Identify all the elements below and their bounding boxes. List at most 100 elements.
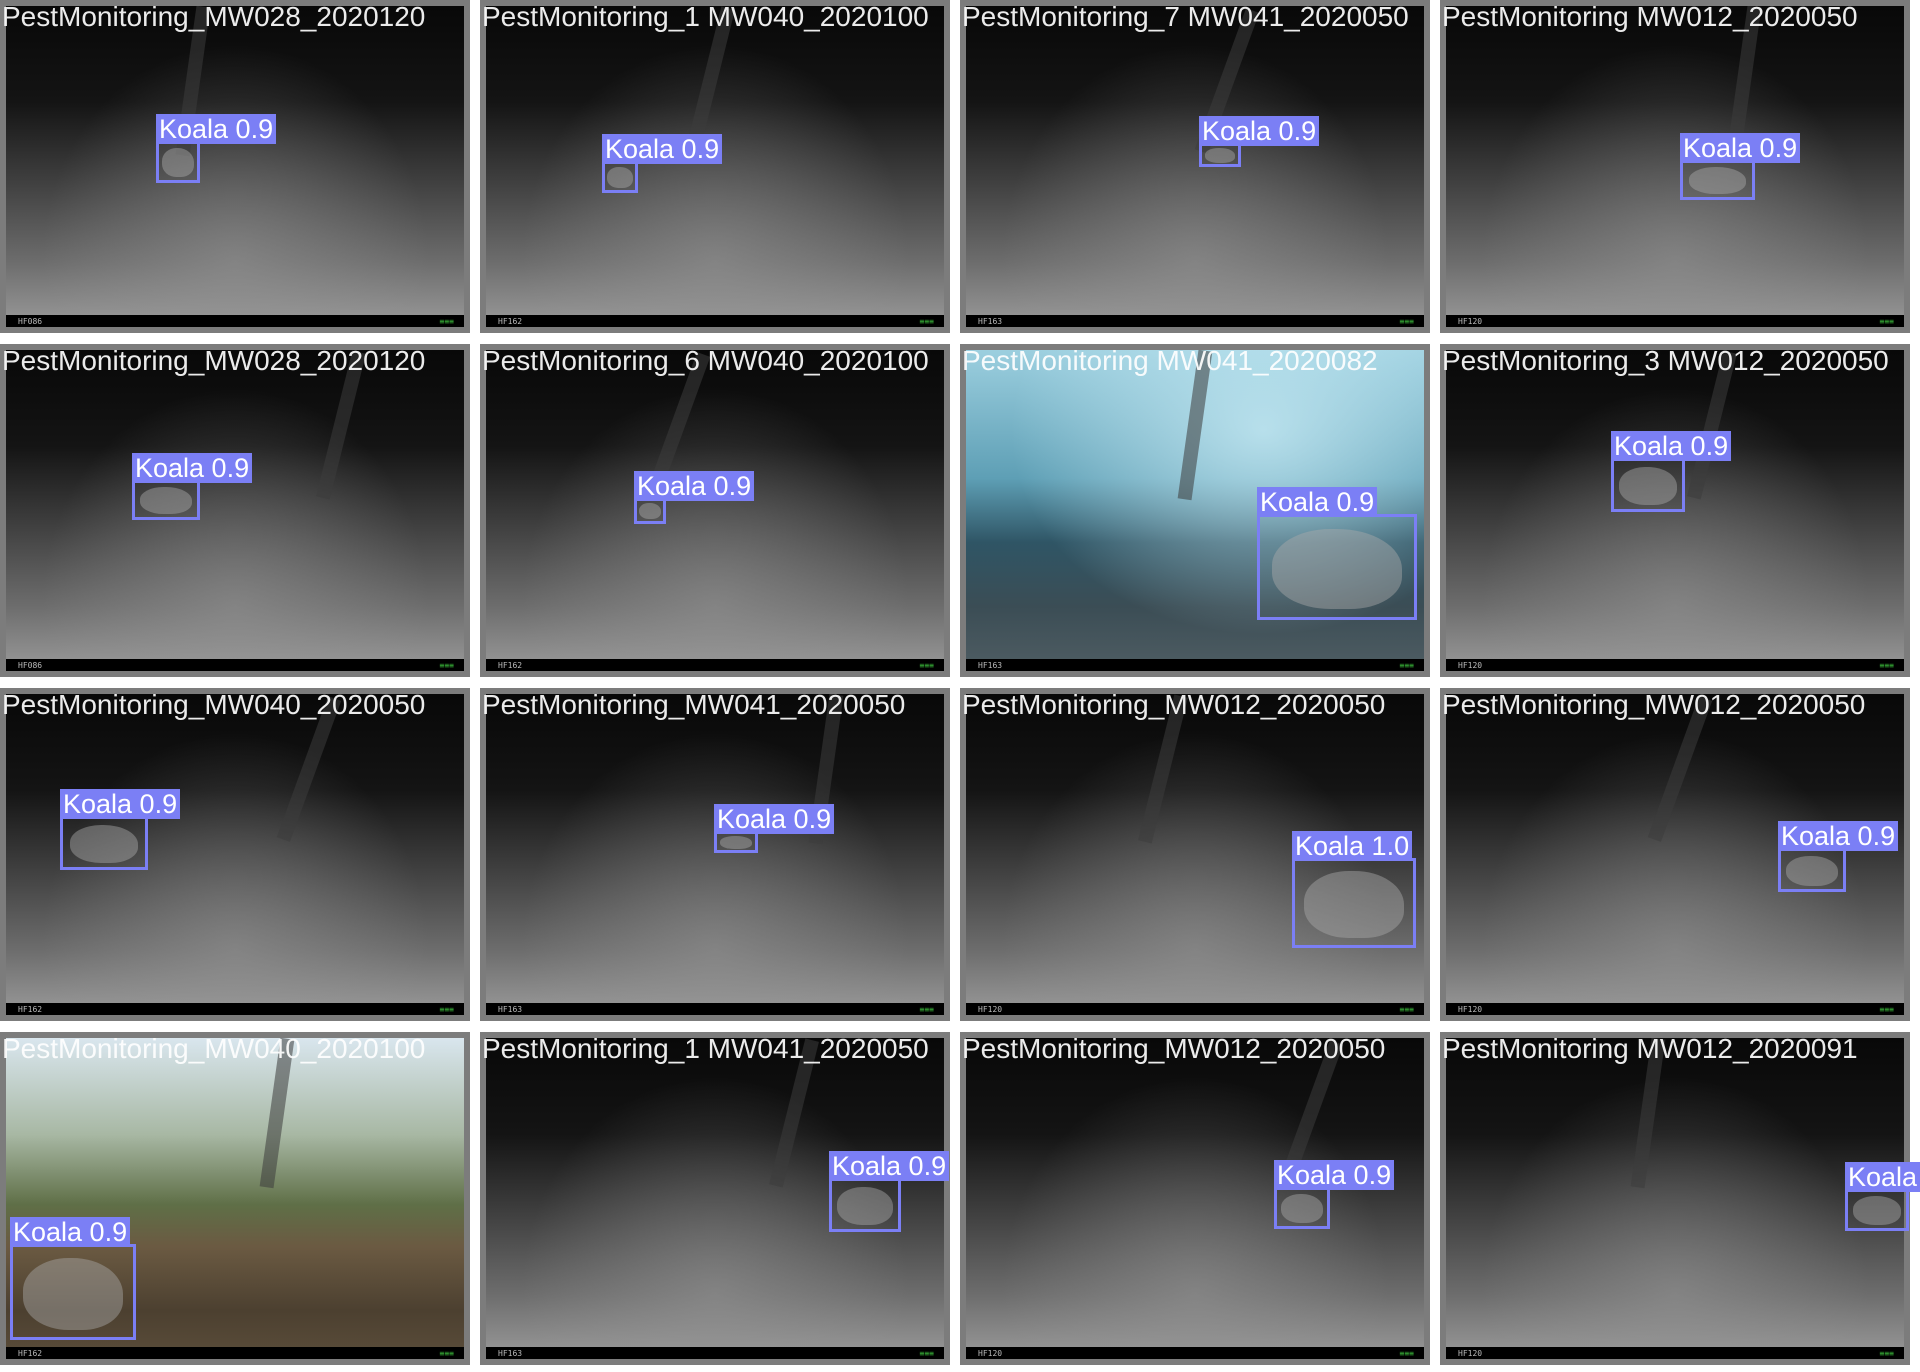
- brand-logo: ≡≡≡: [1879, 1005, 1894, 1014]
- camera-trap-photo: HF120 ≡≡≡: [1446, 6, 1904, 327]
- camera-trap-photo: HF162 ≡≡≡: [486, 350, 944, 671]
- detection-box: Koala 0.9: [156, 114, 277, 183]
- koala-silhouette: [139, 487, 193, 515]
- camera-id: HF120: [978, 1005, 1003, 1014]
- koala-silhouette: [162, 148, 194, 178]
- image-filename: PestMonitoring_MW028_2020120: [2, 1, 426, 32]
- detection-label: Koala 0.9: [1611, 431, 1732, 461]
- camera-trap-photo: HF163 ≡≡≡: [486, 694, 944, 1015]
- detection-label: Koala 0.9: [156, 114, 277, 144]
- koala-silhouette: [837, 1186, 893, 1226]
- info-strip: HF120 ≡≡≡: [1446, 1003, 1904, 1015]
- brand-logo: ≡≡≡: [1399, 317, 1414, 326]
- camera-trap-photo: HF086 ≡≡≡: [6, 6, 464, 327]
- brand-logo: ≡≡≡: [919, 661, 934, 670]
- info-strip: HF163 ≡≡≡: [966, 315, 1424, 327]
- info-strip: HF120 ≡≡≡: [966, 1003, 1424, 1015]
- image-tile: HF163 ≡≡≡ PestMonitoring_7 MW041_2020050 Ko…: [960, 0, 1430, 333]
- brand-logo: ≡≡≡: [1879, 1349, 1894, 1358]
- camera-id: HF162: [18, 1005, 43, 1014]
- image-tile: HF086 ≡≡≡ PestMonitoring_MW028_2020120 Koal…: [0, 0, 470, 333]
- brand-logo: ≡≡≡: [1879, 661, 1894, 670]
- image-filename: PestMonitoring MW041_2020082: [962, 345, 1378, 376]
- brand-logo: ≡≡≡: [1879, 317, 1894, 326]
- image-tile: HF162 ≡≡≡ PestMonitoring_MW040_2020050 Koal…: [0, 688, 470, 1021]
- detection-label: Koala 0.9: [1274, 1160, 1395, 1190]
- koala-silhouette: [22, 1257, 124, 1330]
- camera-id: HF120: [1458, 317, 1483, 326]
- koala-silhouette: [1304, 871, 1404, 939]
- detection-box: Koala 0.9: [1257, 487, 1417, 620]
- detection-label: Koala 0.9: [1257, 487, 1378, 517]
- koala-silhouette: [69, 824, 139, 864]
- camera-trap-photo: HF163 ≡≡≡: [966, 6, 1424, 327]
- detection-label: Koala 0.9: [10, 1217, 131, 1247]
- detection-box: Koala 0.9: [132, 453, 253, 520]
- image-filename: PestMonitoring_MW040_2020050: [2, 689, 426, 720]
- koala-silhouette: [1281, 1194, 1323, 1224]
- koala-silhouette: [1272, 529, 1402, 609]
- detection-label: Koala: [1845, 1162, 1920, 1192]
- image-filename: PestMonitoring_3 MW012_2020050: [1442, 345, 1889, 376]
- image-filename: PestMonitoring MW012_2020050: [1442, 1, 1858, 32]
- camera-trap-photo: HF163 ≡≡≡: [486, 1038, 944, 1359]
- detection-label: Koala 1.0: [1292, 831, 1413, 861]
- info-strip: HF163 ≡≡≡: [486, 1347, 944, 1359]
- image-tile: HF162 ≡≡≡ PestMonitoring_6 MW040_2020100 Ko…: [480, 344, 950, 677]
- detection-box: Koala 0.9: [1680, 133, 1801, 200]
- detection-box: Koala 0.9: [829, 1151, 950, 1232]
- image-filename: PestMonitoring_MW012_2020050: [1442, 689, 1866, 720]
- info-strip: HF163 ≡≡≡: [486, 1003, 944, 1015]
- image-filename: PestMonitoring_MW012_2020050: [962, 689, 1386, 720]
- camera-trap-photo: HF120 ≡≡≡: [966, 1038, 1424, 1359]
- brand-logo: ≡≡≡: [919, 1005, 934, 1014]
- koala-silhouette: [1852, 1196, 1902, 1226]
- detection-label: Koala 0.9: [60, 789, 181, 819]
- detection-box: Koala 0.9: [1778, 821, 1899, 892]
- info-strip: HF162 ≡≡≡: [6, 1003, 464, 1015]
- image-tile: HF162 ≡≡≡ PestMonitoring_1 MW040_2020100 Ko…: [480, 0, 950, 333]
- brand-logo: ≡≡≡: [1399, 1005, 1414, 1014]
- detection-box: Koala: [1845, 1162, 1920, 1231]
- image-tile: HF120 ≡≡≡ PestMonitoring_MW012_2020050 Koal…: [960, 688, 1430, 1021]
- detection-label: Koala 0.9: [1199, 116, 1320, 146]
- image-tile: HF163 ≡≡≡ PestMonitoring MW041_2020082 Koal…: [960, 344, 1430, 677]
- image-filename: PestMonitoring_MW012_2020050: [962, 1033, 1386, 1064]
- detection-label: Koala 0.9: [634, 471, 755, 501]
- camera-id: HF163: [978, 317, 1003, 326]
- camera-trap-photo: HF086 ≡≡≡: [6, 350, 464, 671]
- brand-logo: ≡≡≡: [439, 661, 454, 670]
- info-strip: HF120 ≡≡≡: [1446, 315, 1904, 327]
- koala-silhouette: [639, 503, 661, 520]
- detection-box: Koala 0.9: [634, 471, 755, 524]
- image-tile: HF162 ≡≡≡ PestMonitoring_MW040_2020100 Koal…: [0, 1032, 470, 1365]
- brand-logo: ≡≡≡: [439, 1349, 454, 1358]
- detection-box: Koala 0.9: [1274, 1160, 1395, 1229]
- image-filename: PestMonitoring_MW041_2020050: [482, 689, 906, 720]
- detection-box: Koala 0.9: [602, 134, 723, 193]
- info-strip: HF086 ≡≡≡: [6, 659, 464, 671]
- camera-id: HF162: [18, 1349, 43, 1358]
- camera-trap-photo: HF120 ≡≡≡: [1446, 694, 1904, 1015]
- detection-box: Koala 0.9: [714, 804, 835, 853]
- image-tile: HF120 ≡≡≡ PestMonitoring MW012_2020091 Koal…: [1440, 1032, 1920, 1365]
- camera-id: HF162: [498, 317, 523, 326]
- image-filename: PestMonitoring MW012_2020091: [1442, 1033, 1858, 1064]
- info-strip: HF120 ≡≡≡: [966, 1347, 1424, 1359]
- koala-silhouette: [1785, 855, 1839, 886]
- detection-box: Koala 0.9: [1199, 116, 1320, 167]
- koala-silhouette: [607, 167, 633, 188]
- camera-id: HF120: [1458, 661, 1483, 670]
- info-strip: HF162 ≡≡≡: [486, 315, 944, 327]
- image-filename: PestMonitoring_6 MW040_2020100: [482, 345, 929, 376]
- camera-id: HF120: [978, 1349, 1003, 1358]
- detection-box: Koala 1.0: [1292, 831, 1416, 948]
- image-tile: HF120 ≡≡≡ PestMonitoring_3 MW012_2020050 Ko…: [1440, 344, 1910, 677]
- koala-silhouette: [720, 835, 752, 849]
- brand-logo: ≡≡≡: [919, 1349, 934, 1358]
- detection-box: Koala 0.9: [10, 1217, 136, 1340]
- detection-box: Koala 0.9: [60, 789, 181, 870]
- detection-box: Koala 0.9: [1611, 431, 1732, 512]
- camera-id: HF163: [498, 1005, 523, 1014]
- image-tile: HF086 ≡≡≡ PestMonitoring_MW028_2020120 Koal…: [0, 344, 470, 677]
